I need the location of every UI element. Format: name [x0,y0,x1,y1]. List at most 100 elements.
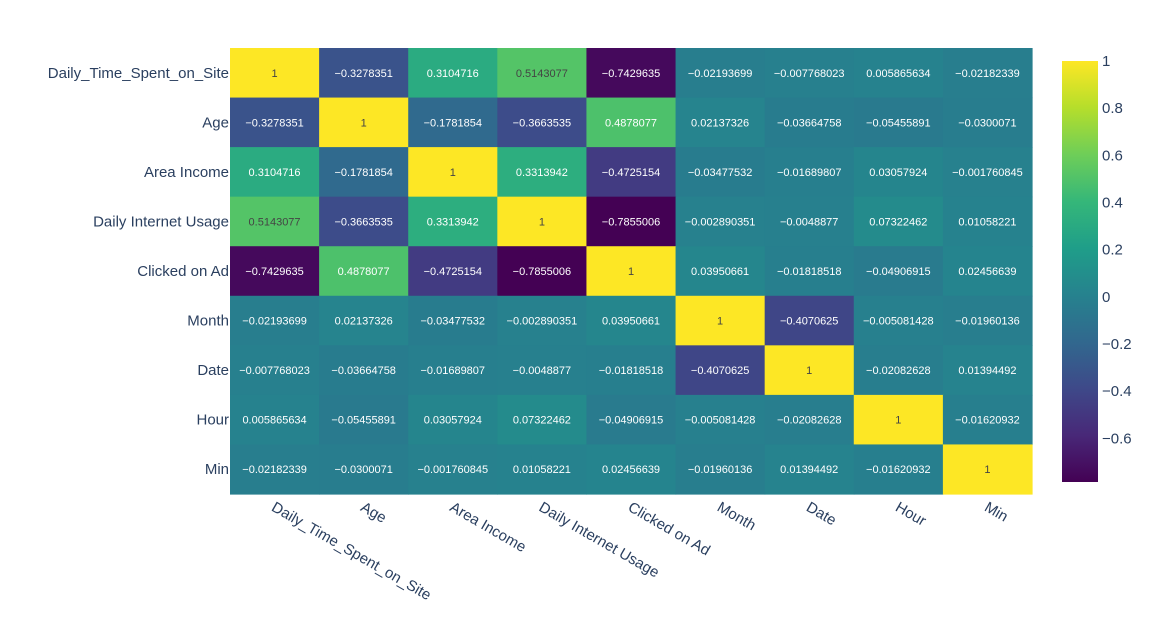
cell-value-label: −0.0048877 [780,216,838,228]
heatmap-cell [853,444,944,495]
y-tick-label: Min [205,461,229,478]
cell-value-label: −0.05455891 [331,415,396,427]
heatmap-cell [408,97,498,148]
heatmap-cell [586,196,677,247]
heatmap-cell [586,48,677,99]
cell-value-label: −0.02182339 [242,464,307,476]
colorbar-tick-label: −0.6 [1102,430,1132,447]
colorbar-tick-label: −0.4 [1102,383,1132,400]
colorbar-ticks: 1 0.8 0.6 0.4 0.2 0 −0.2 −0.4 −0.6 [1102,53,1132,447]
x-tick-label: Age [358,499,390,527]
cell-value-label: −0.01620932 [955,415,1020,427]
cell-value-label: −0.002890351 [685,216,756,228]
heatmap-cell [853,246,944,297]
heatmap-cell [942,196,1033,247]
x-tick-label: Date [803,499,839,530]
cell-value-label: 0.01058221 [513,464,571,476]
heatmap-cell [230,246,320,297]
heatmap-cell [408,444,498,495]
cell-value-label: −0.04906915 [599,415,664,427]
y-tick-label: Area Income [144,164,229,181]
x-tick-label: Area Income [447,499,529,556]
cell-value-label: 0.03950661 [602,316,660,328]
cell-value-label: −0.005081428 [685,415,756,427]
heatmap-cell [764,48,855,99]
cell-value-label: 0.005865634 [866,68,930,80]
heatmap-cell [319,345,409,396]
heatmap-cell [319,246,409,297]
cell-value-label: 0.07322462 [513,415,571,427]
heatmap-cell [764,394,855,446]
cell-value-label: 1 [984,464,990,476]
heatmap-cell [586,444,677,495]
cell-value-label: 0.4878077 [338,266,390,278]
y-tick-label: Daily Internet Usage [93,213,229,230]
heatmap-cell [675,295,766,346]
heatmap-cell [942,246,1033,297]
heatmap-cell [497,295,588,346]
heatmap-cell [586,246,677,297]
cell-value-label: −0.01960136 [955,316,1020,328]
cell-value-label: −0.0300071 [958,117,1016,129]
heatmap-cell [764,147,855,198]
cell-value-label: 0.03057924 [869,167,927,179]
heatmap-cell [675,394,766,446]
cell-value-label: −0.03664758 [777,117,842,129]
cell-value-label: −0.4725154 [424,266,482,278]
heatmap-cell [408,147,498,198]
heatmap-cell [319,295,409,346]
colorbar-tick-label: 0.6 [1102,147,1123,164]
colorbar-tick-label: 0 [1102,289,1110,306]
heatmap-cell [942,345,1033,396]
heatmap-cell [230,48,320,99]
heatmap-cell [942,444,1033,495]
cell-value-label: 0.02137326 [335,316,393,328]
cell-value-label: 0.07322462 [869,216,927,228]
cell-value-label: 1 [450,167,456,179]
cell-value-label: −0.02193699 [242,316,307,328]
heatmap-cell [230,444,320,495]
x-tick-label: Month [714,499,759,535]
heatmap-cell [319,48,409,99]
y-tick-label: Hour [196,412,229,429]
cell-value-label: −0.01689807 [421,365,486,377]
cell-value-label: −0.01689807 [777,167,842,179]
cell-value-label: −0.7855006 [602,216,660,228]
cell-value-label: 0.3104716 [427,68,479,80]
colorbar [1062,61,1098,482]
heatmap-cell [319,444,409,495]
cell-value-label: 0.03057924 [424,415,482,427]
cell-value-label: −0.02193699 [688,68,753,80]
heatmap-cell [853,48,944,99]
heatmap-cell [319,147,409,198]
cell-value-label: −0.7855006 [513,266,571,278]
x-tick-label: Daily_Time_Spent_on_Site [269,499,434,604]
heatmap-cell [942,97,1033,148]
cell-value-label: 0.5143077 [249,216,301,228]
colorbar-tick-label: 0.8 [1102,100,1123,117]
colorbar-tick-label: 1 [1102,53,1110,70]
cell-value-label: −0.4725154 [602,167,660,179]
heatmap-cell [586,345,677,396]
cell-value-label: −0.0300071 [334,464,392,476]
heatmap-cell [853,345,944,396]
heatmap-cell [764,345,855,396]
heatmap-cell [230,147,320,198]
heatmap-cell [764,196,855,247]
heatmap-cell [230,295,320,346]
cell-value-label: −0.03477532 [688,167,753,179]
heatmap-cell [764,444,855,495]
heatmap-cell [408,48,498,99]
heatmap-cell [586,147,677,198]
heatmap-cells [230,48,1033,495]
cell-value-label: 1 [806,365,812,377]
heatmap-cell [497,48,588,99]
heatmap-cell [764,97,855,148]
heatmap-cell [675,345,766,396]
cell-value-label: −0.001760845 [417,464,488,476]
cell-value-label: −0.01960136 [688,464,753,476]
cell-value-label: −0.01818518 [599,365,664,377]
cell-value-label: 1 [539,216,545,228]
cell-value-label: 0.02456639 [602,464,660,476]
